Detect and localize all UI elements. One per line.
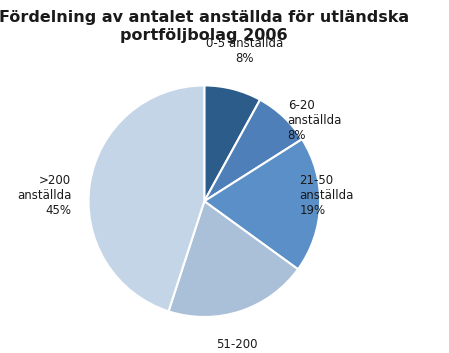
- Wedge shape: [168, 201, 298, 317]
- Text: >200
anställda
45%: >200 anställda 45%: [17, 174, 71, 217]
- Wedge shape: [204, 85, 260, 201]
- Wedge shape: [204, 139, 320, 269]
- Title: Fördelning av antalet anställda för utländska
portföljbolag 2006: Fördelning av antalet anställda för utlä…: [0, 10, 409, 43]
- Wedge shape: [204, 100, 302, 201]
- Text: 21-50
anställda
19%: 21-50 anställda 19%: [299, 174, 354, 217]
- Text: 51-200
anställda
20%: 51-200 anställda 20%: [210, 338, 264, 353]
- Text: 0-5 anställda
8%: 0-5 anställda 8%: [206, 37, 283, 65]
- Text: 6-20
anställda
8%: 6-20 anställda 8%: [288, 99, 342, 142]
- Wedge shape: [88, 85, 204, 311]
